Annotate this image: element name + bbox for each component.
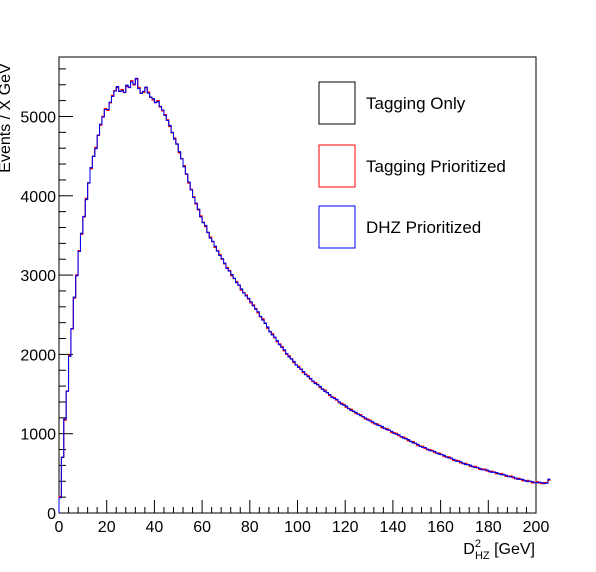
- x-tick-labels: 0 20 40 60 80 100 120 140 160 180 200: [55, 519, 550, 536]
- legend-label: Tagging Only: [366, 94, 466, 113]
- y-tick-label: 0: [47, 506, 56, 523]
- y-tick-label: 3000: [20, 268, 56, 285]
- series-line-tagging-prioritized: [58, 78, 551, 513]
- x-axis-title-unit: [GeV]: [490, 541, 535, 558]
- x-axis-title: D2 HZ [GeV]: [463, 538, 535, 562]
- legend-swatch: [318, 81, 356, 125]
- x-tick-label: 100: [284, 519, 311, 536]
- legend-label: DHZ Prioritized: [366, 218, 481, 237]
- x-axis-title-main: D: [463, 541, 475, 558]
- legend-swatch: [318, 205, 356, 249]
- legend-label: Tagging Prioritized: [366, 157, 506, 176]
- series-line-tagging-only: [58, 77, 551, 513]
- legend: Tagging Only Tagging Prioritized DHZ Prior…: [318, 81, 506, 249]
- y-tick-label: 5000: [20, 109, 56, 126]
- y-tick-label: 4000: [20, 189, 56, 206]
- x-tick-label: 160: [427, 519, 454, 536]
- y-tick-label: 1000: [20, 427, 56, 444]
- x-tick-label: 180: [475, 519, 502, 536]
- series-group: [58, 77, 551, 513]
- x-axis-title-sub: HZ: [475, 550, 490, 562]
- x-tick-label: 120: [332, 519, 359, 536]
- series-line-dhz-prioritized: [58, 77, 551, 513]
- plot-frame: [58, 56, 537, 514]
- x-tick-label: 0: [55, 519, 64, 536]
- y-axis-title: Events / X GeV: [0, 63, 14, 173]
- x-tick-label: 20: [98, 519, 116, 536]
- x-tick-label: 140: [380, 519, 407, 536]
- x-axis-title-sup: 2: [475, 538, 481, 550]
- x-tick-label: 200: [523, 519, 550, 536]
- legend-swatch: [318, 144, 356, 188]
- x-tick-label: 80: [241, 519, 259, 536]
- y-tick-labels: 0 1000 2000 3000 4000 5000: [20, 109, 56, 523]
- y-tick-label: 2000: [20, 347, 56, 364]
- x-tick-label: 40: [146, 519, 164, 536]
- axis-ticks: [58, 68, 537, 514]
- x-tick-label: 60: [193, 519, 211, 536]
